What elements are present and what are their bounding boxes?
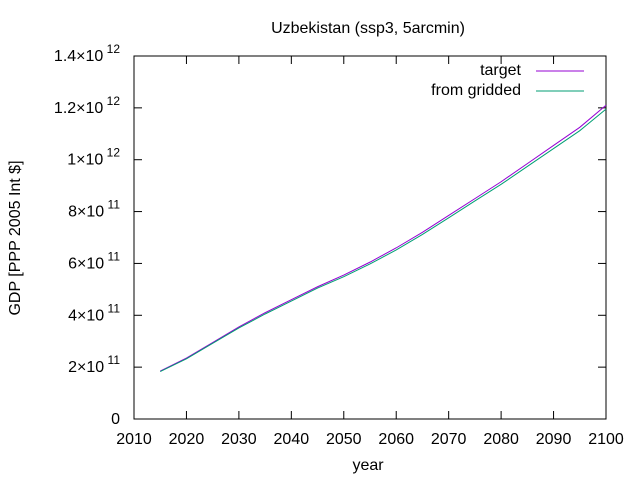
x-tick-label: 2080	[483, 431, 519, 448]
x-tick-label: 2020	[169, 431, 205, 448]
x-tick-label: 2070	[431, 431, 467, 448]
series-line-target	[159, 104, 607, 372]
y-axis-label: GDP [PPP 2005 Int $]	[7, 160, 24, 315]
y-tick-exponent: 11	[104, 249, 120, 263]
y-tick-label: 1×10 12	[67, 146, 120, 169]
y-tick-mantissa: 8×10	[68, 204, 104, 221]
x-tick-label: 2010	[116, 431, 152, 448]
y-tick-mantissa: 1.2×10	[54, 100, 103, 117]
y-tick-exponent: 12	[103, 146, 120, 160]
x-tick-label: 2060	[378, 431, 414, 448]
x-axis-label: year	[352, 457, 384, 474]
series-line-from-gridded	[160, 108, 607, 372]
y-tick-mantissa: 6×10	[68, 255, 104, 272]
chart-title: Uzbekistan (ssp3, 5arcmin)	[271, 20, 465, 37]
y-tick-exponent: 12	[103, 94, 120, 108]
legend-label-target: target	[480, 62, 521, 79]
x-tick-label: 2090	[536, 431, 572, 448]
y-tick-label: 8×10 11	[68, 198, 120, 221]
y-tick-label: 6×10 11	[68, 249, 120, 272]
y-tick-mantissa: 1.4×10	[54, 48, 103, 65]
y-tick-mantissa: 1×10	[67, 152, 103, 169]
x-tick-label: 2100	[588, 431, 624, 448]
legend: target from gridded	[431, 62, 584, 99]
x-axis-ticks: 2010 2020 2030 2040 2050 2060 2070 2080 2090 2100	[116, 56, 624, 448]
plot-frame	[133, 55, 607, 420]
y-tick-label: 0	[111, 411, 120, 428]
y-tick-label: 1.2×10 12	[54, 94, 120, 117]
y-tick-label: 2×10 11	[68, 353, 120, 376]
y-tick-exponent: 11	[104, 198, 120, 212]
x-tick-label: 2050	[326, 431, 362, 448]
y-axis-ticks: 02×10 114×10 116×10 118×10 111×10 121.2×…	[54, 42, 606, 428]
y-tick-mantissa: 0	[111, 411, 120, 428]
y-tick-exponent: 12	[103, 42, 120, 56]
x-tick-label: 2030	[221, 431, 257, 448]
y-tick-label: 4×10 11	[68, 301, 120, 324]
y-tick-exponent: 11	[104, 301, 120, 315]
series-layer	[159, 104, 607, 372]
legend-label-from-gridded: from gridded	[431, 82, 521, 99]
y-tick-mantissa: 4×10	[68, 307, 104, 324]
y-tick-exponent: 11	[104, 353, 120, 367]
x-tick-label: 2040	[274, 431, 310, 448]
y-tick-mantissa: 2×10	[68, 359, 104, 376]
y-tick-label: 1.4×10 12	[54, 42, 120, 65]
